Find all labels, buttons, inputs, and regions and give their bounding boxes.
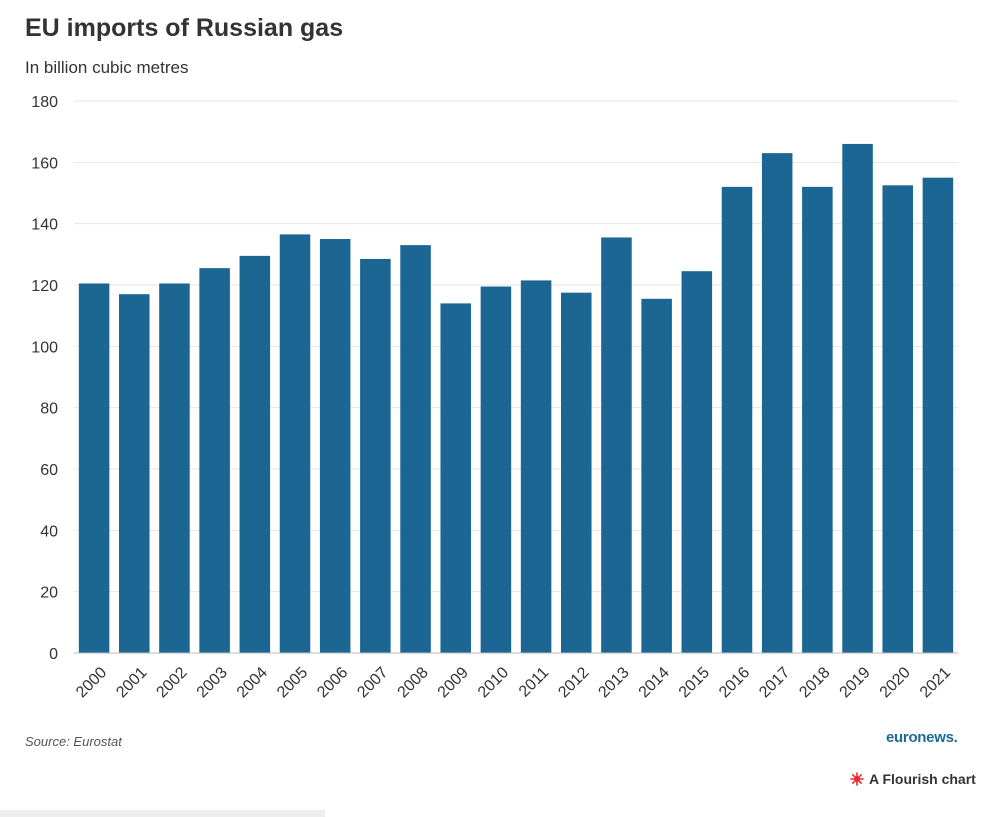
chart-subtitle: In billion cubic metres (25, 58, 189, 77)
bar-2005[interactable] (279, 234, 311, 653)
bar-2000[interactable] (78, 283, 110, 653)
y-axis-tick-labels: 0 20 40 60 80 100 120 140 160 180 (31, 94, 58, 663)
x-tick-label: 2006 (314, 664, 351, 701)
y-tick-label: 180 (31, 94, 58, 111)
bar-2018[interactable] (802, 186, 833, 653)
bar-2016[interactable] (721, 186, 753, 653)
x-tick-label: 2003 (194, 664, 231, 701)
flourish-logo-icon (850, 772, 864, 786)
bar-2011[interactable] (520, 280, 552, 653)
source-note: Source: Eurostat (25, 734, 122, 749)
bar-2017[interactable] (761, 153, 793, 653)
x-tick-label: 2011 (516, 664, 552, 700)
bar-2007[interactable] (360, 258, 391, 653)
x-tick-label: 2017 (756, 664, 793, 701)
y-tick-label: 100 (31, 339, 58, 356)
bar-2004[interactable] (239, 255, 271, 653)
y-tick-label: 0 (49, 646, 58, 663)
x-axis-tick-labels: 2000 2001 2002 2003 2004 2005 2006 2007 2008 2009… (73, 664, 954, 701)
x-tick-label: 2007 (354, 664, 391, 701)
flourish-credit-link[interactable]: A Flourish chart (850, 771, 976, 787)
bar-2001[interactable] (119, 294, 150, 653)
bar-2021[interactable] (922, 177, 954, 653)
x-tick-label: 2001 (113, 664, 150, 701)
y-tick-label: 20 (40, 585, 58, 602)
bar-2002[interactable] (159, 283, 190, 653)
x-tick-label: 2015 (676, 664, 713, 701)
euronews-logo: euronews. (886, 729, 958, 746)
bar-2009[interactable] (440, 303, 471, 653)
bar-2014[interactable] (641, 298, 672, 653)
bottom-strip (0, 810, 325, 817)
x-tick-label: 2000 (73, 664, 110, 701)
y-tick-label: 140 (31, 217, 58, 234)
y-tick-label: 80 (40, 401, 58, 418)
x-tick-label: 2018 (796, 664, 833, 701)
flourish-credit-label: A Flourish chart (869, 771, 976, 787)
y-tick-label: 120 (31, 278, 58, 295)
bar-2006[interactable] (319, 239, 351, 653)
x-tick-label: 2008 (395, 664, 432, 701)
y-tick-label: 40 (40, 523, 58, 540)
bar-2020[interactable] (882, 185, 913, 654)
x-tick-label: 2004 (234, 664, 271, 701)
bar-2008[interactable] (400, 245, 431, 653)
bar-2015[interactable] (681, 271, 713, 653)
x-tick-label: 2012 (555, 664, 592, 701)
x-tick-label: 2016 (716, 664, 753, 701)
x-tick-label: 2010 (475, 664, 512, 701)
x-tick-label: 2019 (837, 664, 874, 701)
x-tick-label: 2002 (153, 664, 190, 701)
bar-2003[interactable] (199, 268, 230, 653)
bars (78, 143, 954, 654)
bar-2019[interactable] (842, 143, 873, 653)
x-tick-label: 2009 (435, 664, 472, 701)
x-tick-label: 2021 (917, 664, 954, 701)
y-tick-label: 60 (40, 462, 58, 479)
bar-2012[interactable] (561, 292, 592, 653)
x-tick-label: 2005 (274, 664, 311, 701)
x-tick-label: 2020 (877, 664, 914, 701)
bar-2010[interactable] (480, 286, 512, 653)
bar-2013[interactable] (601, 237, 632, 653)
y-tick-label: 160 (31, 155, 58, 172)
chart-title: EU imports of Russian gas (25, 14, 344, 42)
x-tick-label: 2014 (636, 664, 673, 701)
x-tick-label: 2013 (595, 664, 632, 701)
